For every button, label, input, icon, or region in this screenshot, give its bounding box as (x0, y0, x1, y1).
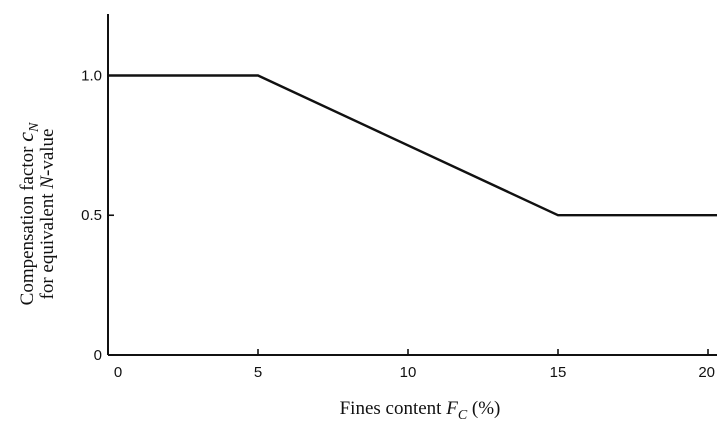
y-axis-label-line2-suffix: -value (37, 129, 58, 176)
x-tick-label: 10 (400, 364, 417, 381)
y-axis-label-line1: Compensation factor cN (13, 122, 42, 305)
x-ticks: 0 5 10 15 20 (107, 349, 715, 381)
x-axis-label-subscript: C (458, 408, 468, 421)
y-ticks: 0 0.5 1.0 (81, 67, 114, 364)
series-line (108, 74, 717, 217)
y-axis-label-line2: for equivalent N-value (37, 129, 58, 300)
y-axis-label-line1-variable: c (13, 132, 38, 142)
y-axis-label-line1-prefix: Compensation factor (17, 142, 38, 306)
series-group (108, 74, 717, 217)
x-tick-label: 20 (698, 364, 715, 381)
x-axis-label: Fines content FC (%) (340, 398, 501, 421)
y-axis-label: Compensation factor cN for equivalent N-… (13, 122, 58, 305)
x-tick-label: 15 (550, 364, 567, 381)
x-tick-label: 0 (114, 364, 122, 381)
x-axis-label-prefix: Fines content (340, 398, 447, 419)
y-axis-label-line2-prefix: for equivalent (37, 189, 58, 300)
x-axis-label-suffix: (%) (467, 398, 500, 419)
y-axis-label-line1-subscript: N (27, 122, 42, 133)
y-axis-label-line2-variable: N (37, 175, 58, 190)
axes (107, 14, 717, 356)
y-tick-label: 1.0 (81, 67, 102, 84)
y-tick-label: 0.5 (81, 207, 102, 224)
y-tick-label: 0 (94, 347, 102, 364)
x-axis-label-variable: F (445, 398, 458, 419)
x-tick-label: 5 (254, 364, 262, 381)
